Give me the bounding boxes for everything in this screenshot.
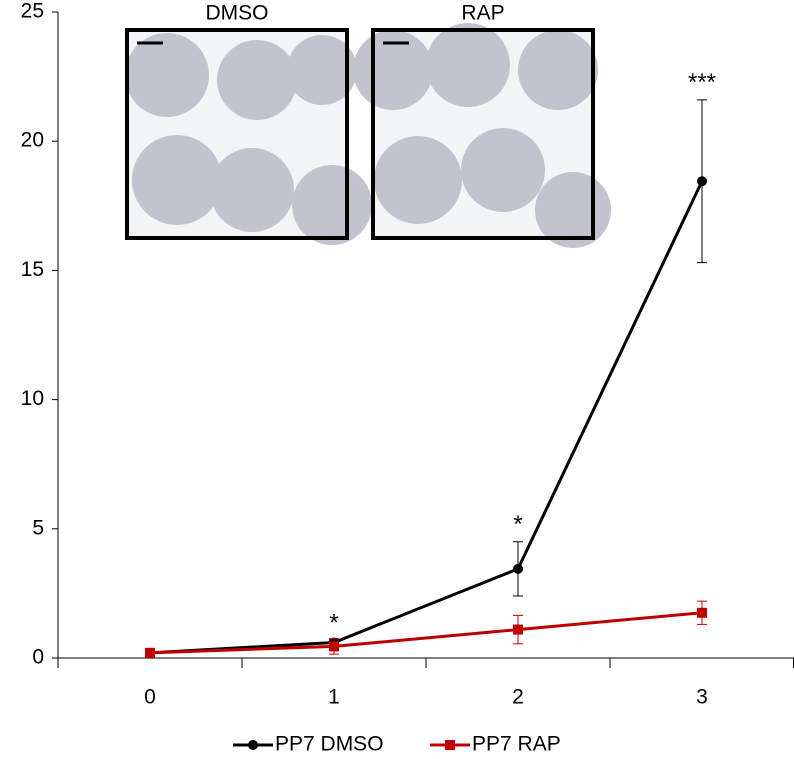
cell (426, 23, 510, 107)
inset-label: DMSO (206, 2, 269, 25)
y-tick-label: 25 (21, 0, 44, 23)
significance-label: * (329, 609, 338, 636)
marker (513, 624, 523, 635)
marker (513, 563, 523, 574)
inset-border (371, 28, 595, 240)
series-line (149, 180, 704, 655)
inset-border (125, 28, 349, 240)
cell (210, 148, 294, 232)
inset-image (353, 23, 611, 248)
inset-image (125, 28, 372, 245)
legend-marker (445, 740, 455, 750)
cell (461, 128, 545, 212)
marker (329, 641, 339, 652)
legend-marker (248, 740, 258, 750)
marker (697, 176, 707, 187)
cell (132, 135, 222, 225)
x-tick-label: 2 (512, 686, 524, 709)
x-tick-label: 3 (696, 686, 708, 709)
significance-label: * (513, 511, 522, 538)
marker (697, 607, 707, 618)
y-tick-label: 15 (21, 258, 44, 281)
cell (287, 35, 357, 105)
y-tick-label: 20 (21, 129, 44, 152)
inset-label: RAP (461, 2, 504, 25)
x-tick-label: 0 (144, 686, 156, 709)
y-tick-label: 10 (21, 387, 44, 410)
x-tick-label: 1 (328, 686, 340, 709)
series-line (149, 611, 703, 655)
y-tick-label: 0 (32, 646, 44, 669)
marker (145, 647, 155, 658)
cell (125, 33, 209, 117)
y-tick-label: 5 (32, 516, 44, 539)
legend-label: PP7 RAP (472, 733, 561, 756)
cell (217, 40, 297, 120)
legend-label: PP7 DMSO (275, 733, 384, 756)
significance-label: *** (688, 69, 716, 96)
cell (518, 30, 598, 110)
cell (374, 136, 462, 224)
cell (292, 165, 372, 245)
